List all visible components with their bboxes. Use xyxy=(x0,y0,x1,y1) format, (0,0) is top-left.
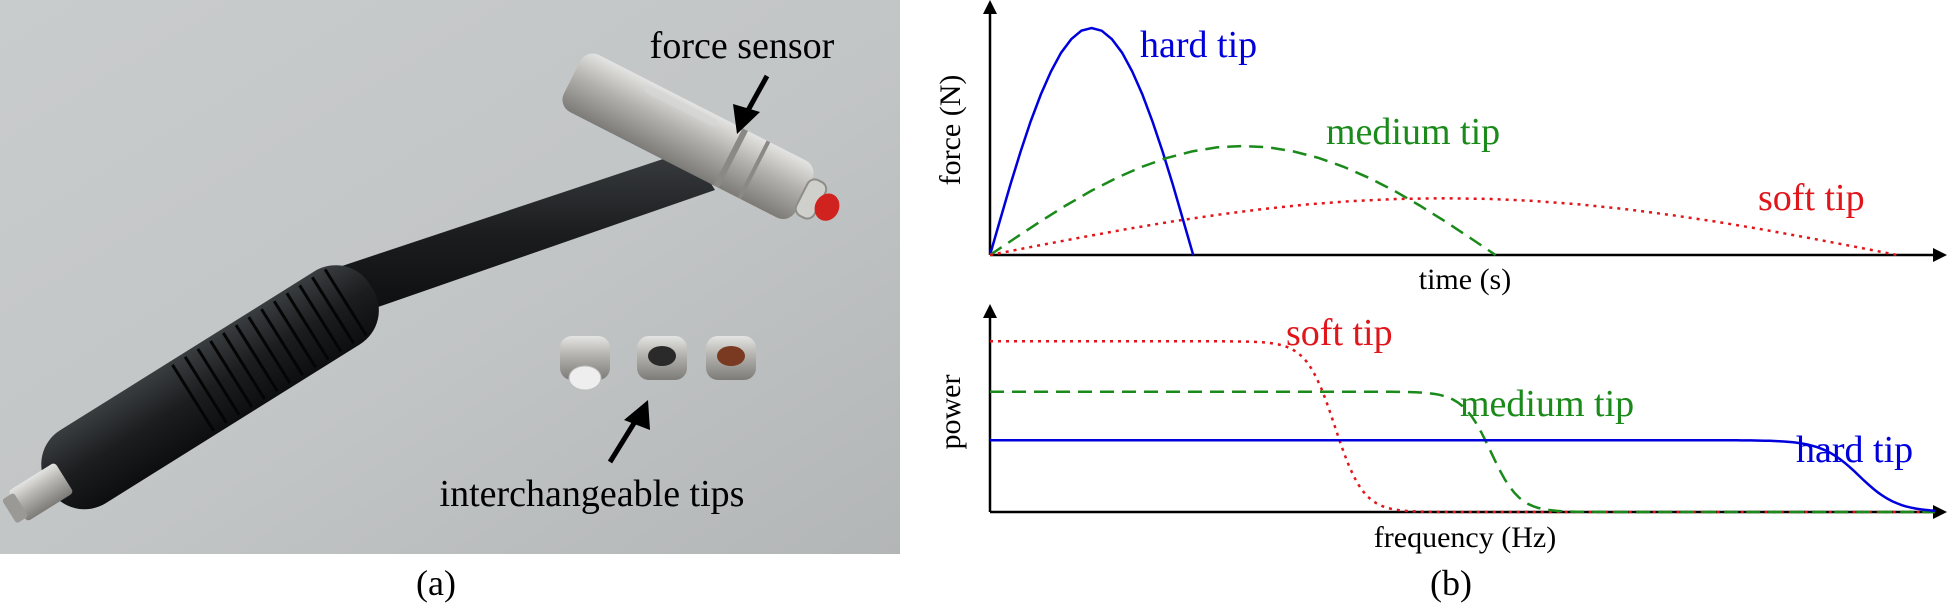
hammer-red-tip xyxy=(814,193,840,221)
frequency-x-label: frequency (Hz) xyxy=(1374,521,1556,554)
force-curve-medium-tip xyxy=(989,144,1497,257)
interchangeable-tips-label: interchangeable tips xyxy=(440,473,745,515)
power-chart: power frequency (Hz) soft tip medium tip… xyxy=(934,304,1947,554)
force-hard-tip-label: hard tip xyxy=(1140,24,1257,66)
force-sensor-label: force sensor xyxy=(650,25,835,67)
impact-charts: force (N) time (s) hard tip medium tip s… xyxy=(934,0,1947,554)
panel-a-caption: (a) xyxy=(416,563,456,603)
force-sensor-arrow xyxy=(733,74,770,134)
hammer-photo: force sensor interchangeable tips xyxy=(0,0,900,554)
force-x-arrow xyxy=(1933,248,1947,262)
force-curve-hard-tip xyxy=(988,26,1195,256)
power-soft-tip-label: soft tip xyxy=(1286,312,1393,354)
power-hard-tip-label: hard tip xyxy=(1796,429,1913,471)
power-y-arrow xyxy=(983,304,997,318)
force-medium-tip-label: medium tip xyxy=(1326,111,1500,153)
tips-arrow xyxy=(607,400,650,464)
tip-brown xyxy=(706,336,756,380)
power-medium-tip-label: medium tip xyxy=(1460,383,1634,425)
hammer-photo-panel: force sensor interchangeable tips xyxy=(0,0,900,554)
panel-b-caption: (b) xyxy=(1430,563,1472,603)
bnc-connector xyxy=(2,463,73,523)
force-curve-soft-tip xyxy=(989,197,1898,257)
force-soft-tip-label: soft tip xyxy=(1758,177,1865,219)
force-chart: force (N) time (s) hard tip medium tip s… xyxy=(934,0,1947,296)
time-x-label: time (s) xyxy=(1419,263,1511,296)
power-curve-hard-tip xyxy=(990,438,1936,512)
hammer-shaft xyxy=(330,150,715,315)
chart-panel: force (N) time (s) hard tip medium tip s… xyxy=(930,0,1947,611)
hammer-head xyxy=(562,53,840,221)
force-y-label: force (N) xyxy=(934,75,967,186)
tip-white xyxy=(560,336,610,391)
force-y-arrow xyxy=(983,0,997,14)
power-curve-medium-tip xyxy=(990,390,1935,514)
tip-black xyxy=(637,336,687,380)
hammer-grip xyxy=(41,265,379,510)
power-x-arrow xyxy=(1933,505,1947,519)
power-y-label: power xyxy=(934,375,967,450)
power-curve-soft-tip xyxy=(990,340,1935,514)
